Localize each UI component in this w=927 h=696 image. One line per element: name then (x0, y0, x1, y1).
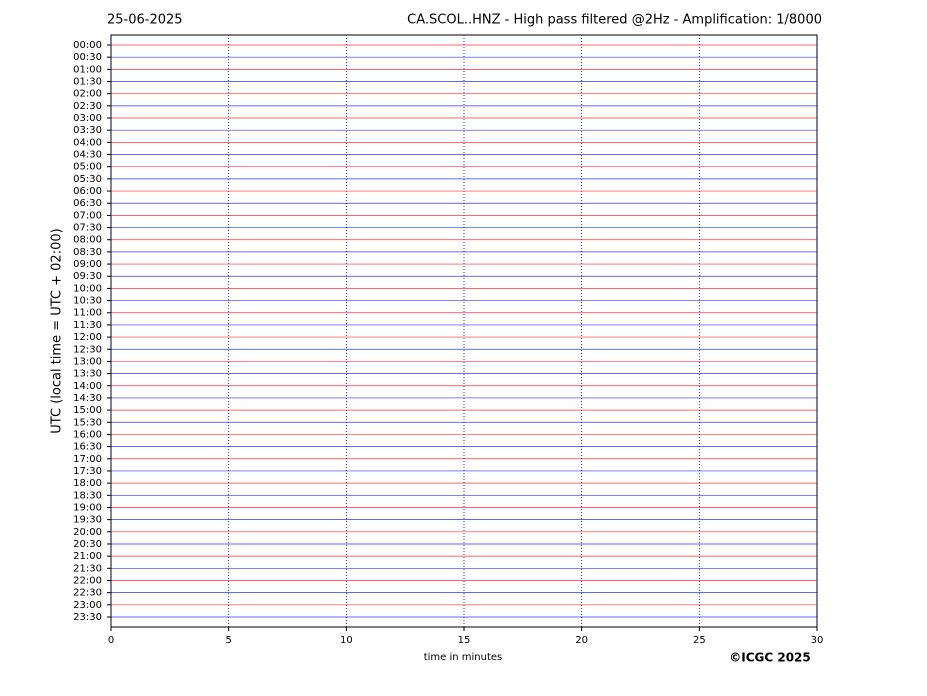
x-tick-label: 15 (458, 635, 471, 646)
y-tick-label: 19:00 (73, 502, 102, 513)
y-tick-label: 20:00 (73, 527, 102, 538)
plot-frame (110, 34, 818, 628)
y-tick-label: 20:30 (73, 539, 102, 550)
y-tick-label: 14:30 (73, 393, 102, 404)
credit: ©ICGC 2025 (729, 651, 811, 665)
x-tick-label: 20 (575, 635, 588, 646)
y-tick-label: 11:00 (73, 308, 102, 319)
y-tick-label: 21:30 (73, 563, 102, 574)
y-tick-label: 08:00 (73, 235, 102, 246)
y-tick-label: 13:30 (73, 369, 102, 380)
y-tick-label: 08:30 (73, 247, 102, 258)
y-tick-label: 13:00 (73, 356, 102, 367)
x-axis-label: time in minutes (424, 652, 503, 663)
y-tick-label: 04:30 (73, 150, 102, 161)
y-tick-label: 11:30 (73, 320, 102, 331)
y-tick-label: 16:30 (73, 442, 102, 453)
y-tick-label: 10:30 (73, 296, 102, 307)
y-tick-label: 18:30 (73, 490, 102, 501)
x-tick-label: 30 (811, 635, 824, 646)
y-tick-label: 16:00 (73, 429, 102, 440)
y-tick-label: 12:30 (73, 344, 102, 355)
y-tick-label: 06:30 (73, 198, 102, 209)
y-tick-label: 21:00 (73, 551, 102, 562)
y-tick-label: 23:00 (73, 600, 102, 611)
x-tick-label: 5 (225, 635, 231, 646)
y-tick-label: 09:30 (73, 271, 102, 282)
y-tick-label: 15:30 (73, 417, 102, 428)
y-tick-label: 03:30 (73, 125, 102, 136)
y-tick-label: 06:00 (73, 186, 102, 197)
y-axis-label: UTC (local time = UTC + 02:00) (50, 228, 65, 433)
y-tick-label: 09:00 (73, 259, 102, 270)
date: 25-06-2025 (107, 13, 183, 28)
y-tick-label: 15:00 (73, 405, 102, 416)
y-tick-label: 22:30 (73, 588, 102, 599)
y-tick-label: 05:30 (73, 174, 102, 185)
y-tick-label: 17:00 (73, 454, 102, 465)
y-tick-label: 00:30 (73, 52, 102, 63)
y-tick-label: 00:00 (73, 40, 102, 51)
y-tick-label: 07:00 (73, 210, 102, 221)
y-tick-label: 07:30 (73, 223, 102, 234)
y-tick-label: 12:00 (73, 332, 102, 343)
y-tick-label: 18:00 (73, 478, 102, 489)
chart-title: CA.SCOL..HNZ - High pass filtered @2Hz -… (407, 13, 822, 28)
y-tick-label: 14:00 (73, 381, 102, 392)
x-tick-label: 25 (693, 635, 706, 646)
y-tick-label: 22:00 (73, 575, 102, 586)
x-tick-label: 0 (108, 635, 114, 646)
y-tick-label: 02:30 (73, 101, 102, 112)
y-tick-label: 02:00 (73, 89, 102, 100)
y-tick-label: 17:30 (73, 466, 102, 477)
y-tick-label: 01:00 (73, 64, 102, 75)
y-tick-label: 10:00 (73, 283, 102, 294)
y-tick-label: 23:30 (73, 612, 102, 623)
y-tick-label: 04:00 (73, 137, 102, 148)
y-tick-label: 19:30 (73, 515, 102, 526)
y-tick-label: 01:30 (73, 77, 102, 88)
y-tick-label: 05:00 (73, 162, 102, 173)
y-tick-label: 03:00 (73, 113, 102, 124)
x-tick-label: 10 (340, 635, 353, 646)
